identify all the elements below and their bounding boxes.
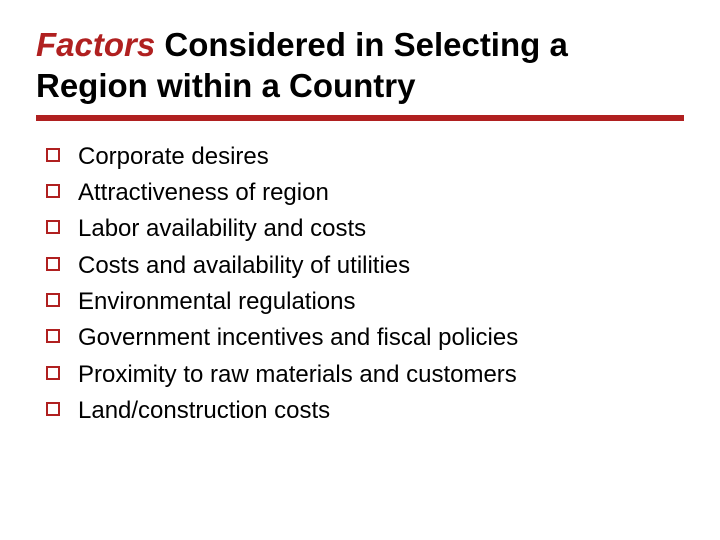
title-emphasis: Factors [36, 26, 155, 63]
list-item: Land/construction costs [46, 395, 684, 427]
factor-list: Corporate desires Attractiveness of regi… [36, 141, 684, 428]
slide-title: Factors Considered in Selecting a Region… [36, 24, 684, 107]
item-text: Proximity to raw materials and customers [78, 359, 517, 391]
item-text: Costs and availability of utilities [78, 250, 410, 282]
horizontal-rule [36, 115, 684, 121]
square-bullet-icon [46, 329, 60, 343]
item-text: Land/construction costs [78, 395, 330, 427]
square-bullet-icon [46, 220, 60, 234]
item-text: Attractiveness of region [78, 177, 329, 209]
list-item: Proximity to raw materials and customers [46, 359, 684, 391]
item-text: Government incentives and fiscal policie… [78, 322, 518, 354]
list-item: Government incentives and fiscal policie… [46, 322, 684, 354]
list-item: Environmental regulations [46, 286, 684, 318]
square-bullet-icon [46, 257, 60, 271]
list-item: Labor availability and costs [46, 213, 684, 245]
square-bullet-icon [46, 184, 60, 198]
item-text: Environmental regulations [78, 286, 356, 318]
item-text: Labor availability and costs [78, 213, 366, 245]
item-text: Corporate desires [78, 141, 269, 173]
list-item: Attractiveness of region [46, 177, 684, 209]
square-bullet-icon [46, 402, 60, 416]
square-bullet-icon [46, 148, 60, 162]
square-bullet-icon [46, 366, 60, 380]
list-item: Costs and availability of utilities [46, 250, 684, 282]
square-bullet-icon [46, 293, 60, 307]
list-item: Corporate desires [46, 141, 684, 173]
